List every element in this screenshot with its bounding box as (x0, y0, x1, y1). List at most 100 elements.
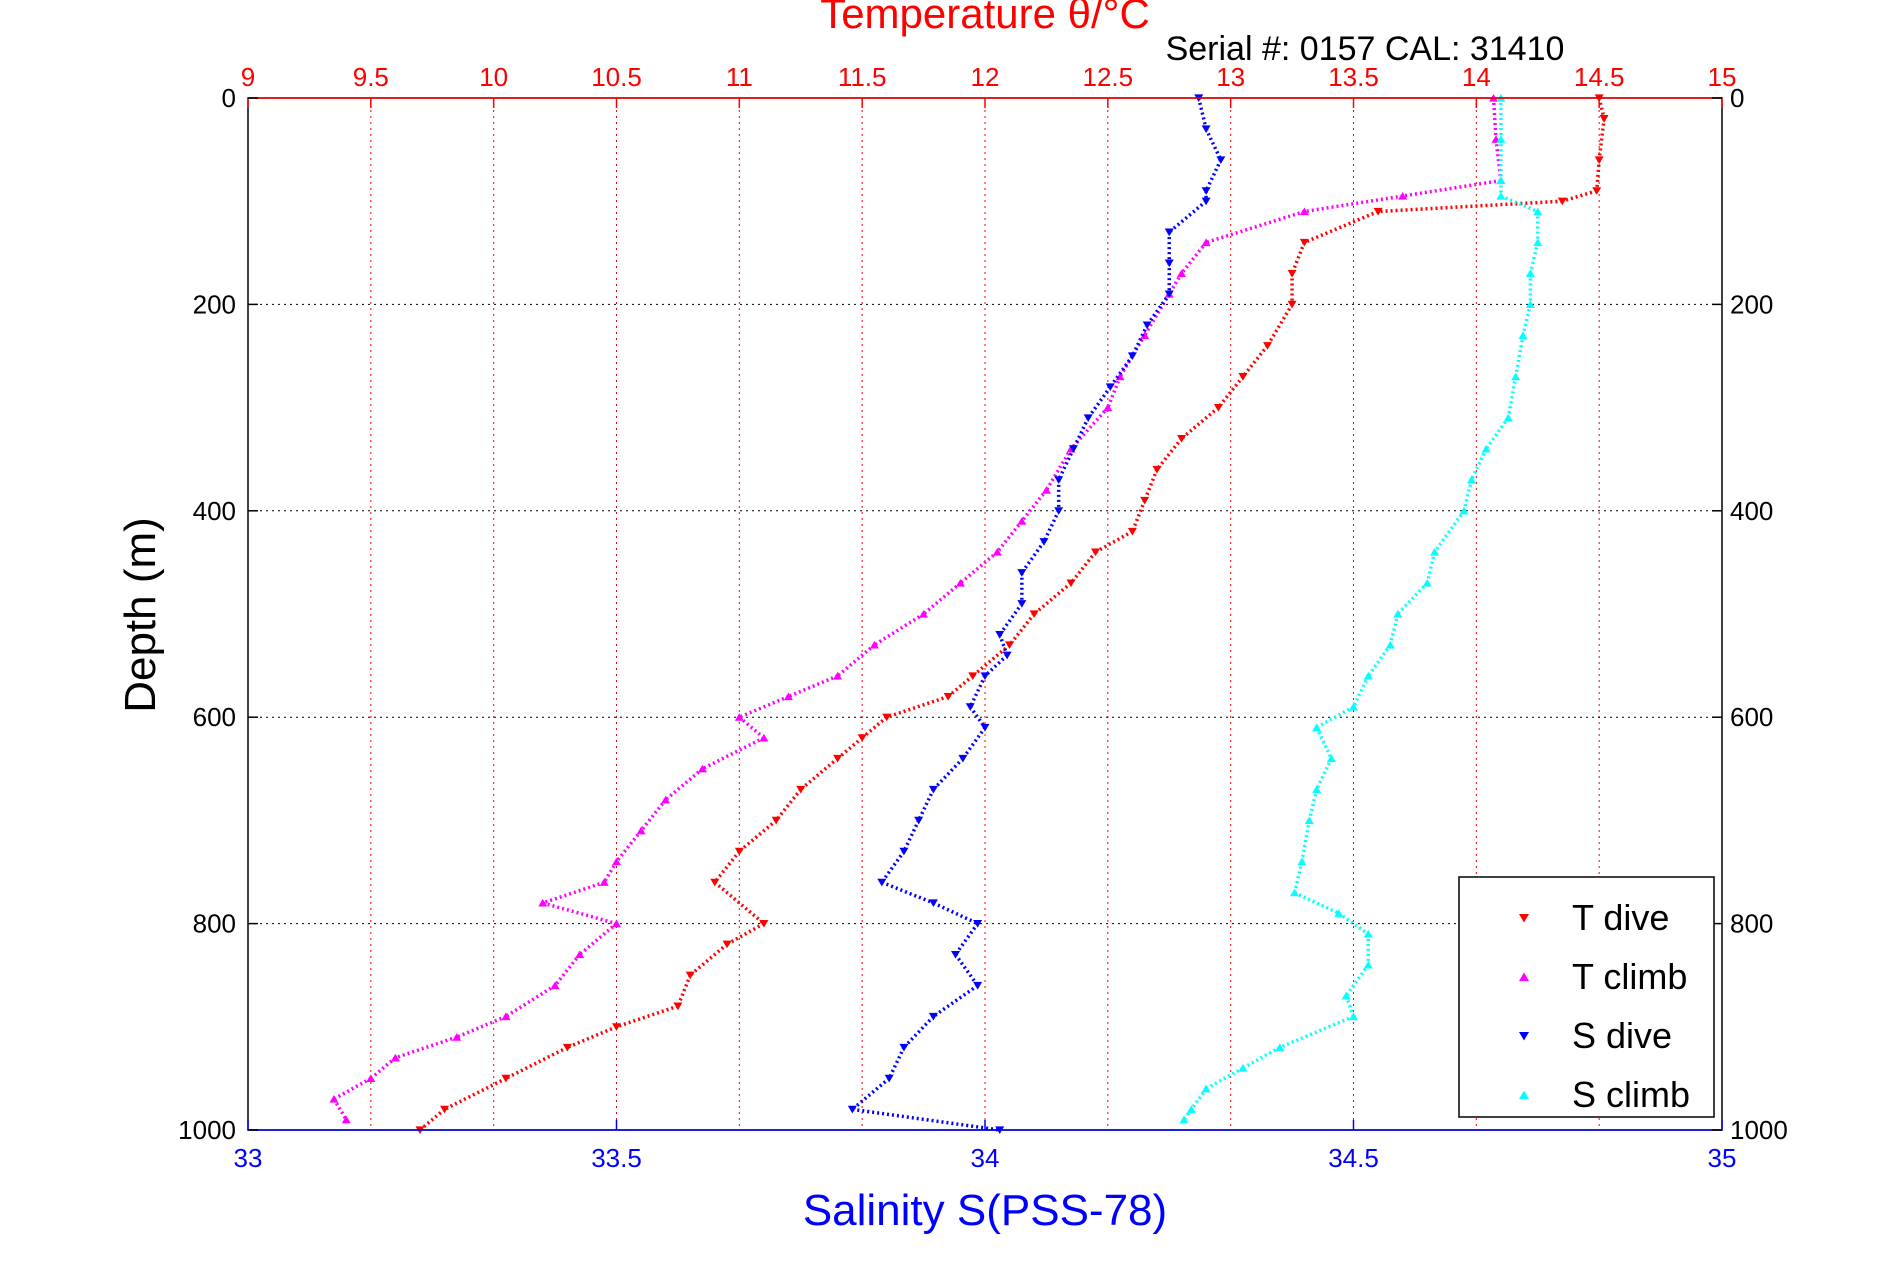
marker-trail (1008, 612, 1036, 647)
top-tick-label: 14 (1462, 62, 1491, 92)
data-point (501, 1012, 511, 1021)
marker-trail (738, 819, 778, 853)
data-point (550, 981, 560, 990)
data-point (1326, 754, 1336, 763)
y-axis-label: Depth (m) (116, 517, 165, 713)
series-s-dive (847, 94, 1226, 1135)
data-point (1481, 444, 1491, 453)
marker-trail (1500, 194, 1539, 214)
marker-trail (836, 643, 876, 678)
marker-trail (799, 757, 839, 791)
chart-subtitle: Serial #: 0157 CAL: 31410 (1166, 30, 1565, 68)
marker-trail (1180, 241, 1208, 275)
marker-trail (1402, 178, 1502, 198)
marker-trail (566, 1025, 618, 1050)
marker-trail (553, 953, 582, 987)
marker-trail (1315, 726, 1333, 760)
marker-trail (394, 1035, 458, 1060)
marker-trail (968, 675, 987, 708)
marker-trail (738, 694, 790, 719)
bottom-tick-label: 35 (1708, 1143, 1737, 1173)
bottom-tick-label: 33 (234, 1143, 263, 1173)
legend-label: S dive (1572, 1015, 1672, 1056)
marker-trail (1528, 242, 1540, 274)
marker-trail (332, 1098, 348, 1121)
marker-trail (1366, 643, 1392, 677)
marker-trail (1344, 963, 1370, 997)
data-point (1186, 1105, 1196, 1113)
data-point (1398, 191, 1408, 200)
marker-trail (701, 736, 765, 771)
marker-trail (1033, 581, 1073, 616)
marker-trail (689, 942, 729, 977)
marker-trail (1130, 324, 1149, 357)
marker-trail (1597, 118, 1606, 161)
marker-trail (932, 757, 965, 791)
marker-trail (1155, 437, 1183, 471)
top-tick-label: 9.5 (353, 62, 389, 92)
marker-trail (1180, 406, 1220, 440)
data-point (1179, 1115, 1189, 1124)
data-point (1275, 1043, 1285, 1052)
data-point (1017, 517, 1027, 525)
legend-marker (1519, 1090, 1529, 1099)
data-point (1496, 135, 1506, 143)
marker-trail (676, 974, 692, 1007)
marker-trail (1293, 891, 1340, 915)
top-tick-label: 12.5 (1083, 62, 1134, 92)
data-point (341, 1115, 351, 1124)
marker-trail (1242, 1045, 1281, 1070)
marker-trail (1168, 199, 1208, 234)
marker-trail (995, 520, 1024, 554)
marker-trail (954, 953, 980, 987)
data-point (1363, 929, 1373, 938)
data-point (919, 609, 929, 618)
marker-trail (917, 788, 935, 822)
marker-trail (1205, 1066, 1244, 1091)
data-point (1496, 191, 1506, 200)
marker-trail (1594, 159, 1601, 192)
marker-trail (1108, 354, 1134, 388)
marker-trail (1279, 1014, 1355, 1050)
top-tick-label: 10 (479, 62, 508, 92)
left-tick-label: 600 (193, 702, 236, 732)
marker-trail (1561, 189, 1598, 203)
legend-marker (1519, 1032, 1529, 1041)
marker-trail (1300, 820, 1312, 862)
left-tick-label: 800 (193, 909, 236, 939)
marker-trail (456, 1014, 507, 1039)
marker-trail (851, 1077, 891, 1111)
left-tick-label: 400 (193, 496, 236, 526)
marker-trail (1377, 199, 1563, 214)
marker-trail (1344, 995, 1356, 1018)
marker-trail (1292, 861, 1304, 894)
marker-trail (961, 726, 987, 760)
left-tick-label: 200 (193, 289, 236, 319)
top-tick-label: 14.5 (1574, 62, 1625, 92)
top-tick-label: 13.5 (1328, 62, 1379, 92)
data-point (1496, 176, 1506, 185)
marker-trail (1094, 529, 1134, 554)
marker-trail (1204, 128, 1223, 161)
data-point (1290, 888, 1300, 897)
marker-trail (1189, 1087, 1208, 1111)
marker-trail (1337, 911, 1370, 936)
data-point (538, 898, 548, 907)
data-point (1430, 548, 1440, 556)
marker-trail (578, 922, 618, 956)
data-point (783, 692, 793, 701)
marker-trail (333, 1076, 372, 1101)
right-tick-label: 1000 (1730, 1115, 1788, 1145)
marker-trail (1315, 705, 1355, 730)
data-point (955, 578, 965, 587)
data-point (1525, 269, 1535, 278)
marker-trail (971, 643, 1011, 678)
data-point (1511, 372, 1521, 381)
legend-box (1458, 876, 1715, 1118)
marker-trail (1266, 303, 1294, 347)
marker-trail (998, 602, 1024, 636)
marker-trail (1521, 303, 1533, 336)
marker-trail (1145, 293, 1171, 327)
data-point (759, 733, 769, 742)
marker-trail (1388, 613, 1400, 646)
